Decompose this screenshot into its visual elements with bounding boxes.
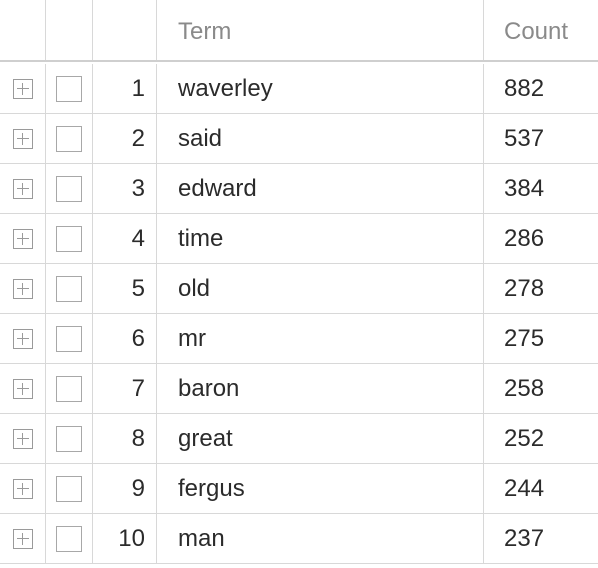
plus-square-icon[interactable] <box>12 428 33 449</box>
row-count: 537 <box>504 124 545 152</box>
plus-square-icon[interactable] <box>12 328 33 349</box>
table-row[interactable]: 9 fergus 244 <box>0 464 598 514</box>
row-select-cell[interactable] <box>46 464 93 513</box>
row-select-cell[interactable] <box>46 414 93 463</box>
row-term: mr <box>157 314 484 363</box>
row-expander-cell[interactable] <box>0 314 46 363</box>
header-select-col[interactable] <box>46 0 93 60</box>
row-count: 252 <box>504 424 545 452</box>
row-expander-cell[interactable] <box>0 514 46 563</box>
table-row[interactable]: 1 waverley 882 <box>0 64 598 114</box>
row-checkbox[interactable] <box>56 75 82 102</box>
row-index: 4 <box>93 214 157 263</box>
plus-square-icon[interactable] <box>12 278 33 299</box>
row-checkbox[interactable] <box>56 525 82 552</box>
row-count: 258 <box>504 374 545 402</box>
row-index: 8 <box>93 414 157 463</box>
row-expander-cell[interactable] <box>0 114 46 163</box>
row-index: 10 <box>93 514 157 563</box>
row-select-cell[interactable] <box>46 364 93 413</box>
row-expander-cell[interactable] <box>0 414 46 463</box>
row-term: great <box>157 414 484 463</box>
plus-square-icon[interactable] <box>12 128 33 149</box>
row-count: 286 <box>504 224 545 252</box>
header-term[interactable]: Term <box>157 0 484 60</box>
row-term: edward <box>157 164 484 213</box>
plus-square-icon[interactable] <box>12 228 33 249</box>
row-index: 2 <box>93 114 157 163</box>
header-count[interactable]: Count <box>504 18 569 45</box>
row-checkbox[interactable] <box>56 175 82 202</box>
row-checkbox[interactable] <box>56 125 82 152</box>
row-count: 278 <box>504 274 545 302</box>
header-index-col <box>93 0 157 60</box>
row-checkbox[interactable] <box>56 325 82 352</box>
table-row[interactable]: 2 said 537 <box>0 114 598 164</box>
row-index: 6 <box>93 314 157 363</box>
row-term: waverley <box>157 64 484 113</box>
row-term: man <box>157 514 484 563</box>
plus-square-icon[interactable] <box>12 478 33 499</box>
row-select-cell[interactable] <box>46 64 93 113</box>
plus-square-icon[interactable] <box>12 528 33 549</box>
grid-header: Term Count <box>0 0 598 62</box>
header-expander-col <box>0 0 46 60</box>
row-count: 237 <box>504 524 545 552</box>
plus-square-icon[interactable] <box>12 178 33 199</box>
row-term: old <box>157 264 484 313</box>
row-expander-cell[interactable] <box>0 264 46 313</box>
row-term: time <box>157 214 484 263</box>
row-term: fergus <box>157 464 484 513</box>
plus-square-icon[interactable] <box>12 378 33 399</box>
row-expander-cell[interactable] <box>0 364 46 413</box>
row-select-cell[interactable] <box>46 514 93 563</box>
row-expander-cell[interactable] <box>0 164 46 213</box>
table-row[interactable]: 7 baron 258 <box>0 364 598 414</box>
row-select-cell[interactable] <box>46 314 93 363</box>
row-index: 1 <box>93 64 157 113</box>
row-index: 7 <box>93 364 157 413</box>
row-expander-cell[interactable] <box>0 214 46 263</box>
row-checkbox[interactable] <box>56 275 82 302</box>
row-select-cell[interactable] <box>46 214 93 263</box>
row-checkbox[interactable] <box>56 225 82 252</box>
row-term: baron <box>157 364 484 413</box>
row-checkbox[interactable] <box>56 425 82 452</box>
row-count: 384 <box>504 174 545 202</box>
row-index: 5 <box>93 264 157 313</box>
plus-square-icon[interactable] <box>12 78 33 99</box>
table-row[interactable]: 8 great 252 <box>0 414 598 464</box>
row-expander-cell[interactable] <box>0 464 46 513</box>
table-row[interactable]: 4 time 286 <box>0 214 598 264</box>
table-row[interactable]: 10 man 237 <box>0 514 598 564</box>
row-count: 244 <box>504 474 545 502</box>
row-select-cell[interactable] <box>46 114 93 163</box>
row-expander-cell[interactable] <box>0 64 46 113</box>
row-checkbox[interactable] <box>56 375 82 402</box>
row-count: 882 <box>504 74 545 102</box>
row-select-cell[interactable] <box>46 264 93 313</box>
row-count: 275 <box>504 324 545 352</box>
row-index: 9 <box>93 464 157 513</box>
table-row[interactable]: 5 old 278 <box>0 264 598 314</box>
table-row[interactable]: 6 mr 275 <box>0 314 598 364</box>
row-index: 3 <box>93 164 157 213</box>
table-row[interactable]: 3 edward 384 <box>0 164 598 214</box>
row-term: said <box>157 114 484 163</box>
row-select-cell[interactable] <box>46 164 93 213</box>
row-checkbox[interactable] <box>56 475 82 502</box>
